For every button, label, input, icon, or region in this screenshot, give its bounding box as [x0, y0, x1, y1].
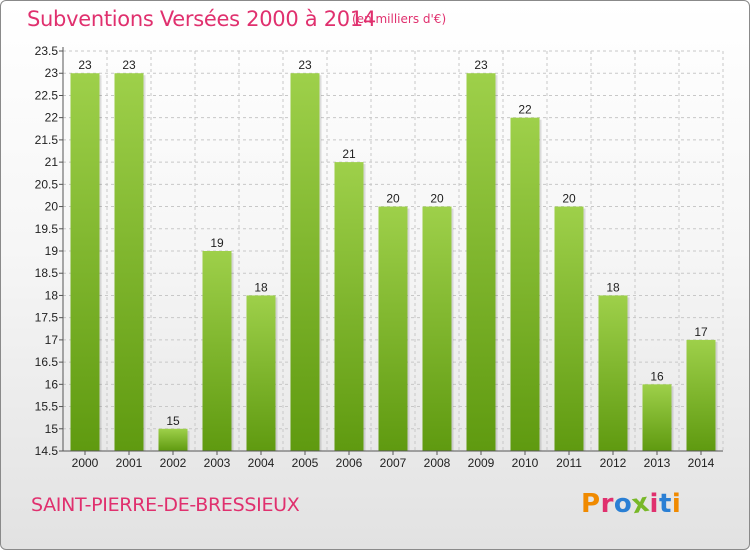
y-tick-label: 18	[45, 288, 59, 302]
y-tick-label: 16.5	[35, 355, 59, 369]
bar-value-label: 20	[562, 192, 576, 206]
logo-letter: i	[649, 489, 659, 519]
y-tick-label: 17.5	[35, 311, 59, 325]
x-tick-label: 2011	[556, 456, 582, 470]
x-tick-label: 2008	[424, 456, 451, 470]
chart-title: Subventions Versées 2000 à 2014	[27, 7, 376, 31]
bar	[422, 206, 452, 451]
bar	[334, 162, 364, 451]
bar	[466, 73, 496, 451]
y-tick-label: 14.5	[35, 444, 59, 458]
bar-value-label: 23	[78, 58, 92, 72]
bar	[158, 428, 188, 451]
bar	[378, 206, 408, 451]
y-tick-label: 23.5	[35, 44, 59, 58]
y-tick-label: 20	[45, 200, 59, 214]
proxiti-logo[interactable]: Proxiti	[581, 488, 682, 521]
y-tick-label: 20.5	[35, 177, 59, 191]
x-tick-label: 2005	[292, 456, 319, 470]
x-tick-label: 2012	[600, 456, 627, 470]
x-tick-label: 2000	[72, 456, 99, 470]
bar	[686, 339, 716, 451]
y-tick-label: 18.5	[35, 266, 59, 280]
x-tick-label: 2014	[688, 456, 715, 470]
unit-note: (en milliers d'€)	[352, 12, 447, 26]
logo-letter: i	[671, 489, 682, 519]
x-tick-label: 2003	[204, 456, 231, 470]
bar-value-label: 22	[518, 103, 532, 117]
bar-value-label: 23	[122, 58, 136, 72]
logo-letter: P	[581, 489, 601, 519]
bar-value-label: 23	[298, 58, 312, 72]
y-tick-label: 15	[45, 422, 59, 436]
x-tick-label: 2001	[116, 456, 143, 470]
y-tick-label: 15.5	[35, 400, 59, 414]
x-tick-label: 2009	[468, 456, 495, 470]
bar-value-label: 19	[210, 236, 224, 250]
x-tick-label: 2007	[380, 456, 407, 470]
bar	[114, 73, 144, 451]
y-tick-label: 23	[45, 66, 59, 80]
y-tick-label: 21.5	[35, 133, 59, 147]
x-tick-label: 2010	[512, 456, 539, 470]
bar-value-label: 16	[650, 369, 664, 383]
y-tick-label: 16	[45, 377, 59, 391]
x-tick-label: 2002	[160, 456, 187, 470]
bar	[202, 251, 232, 451]
commune-name: SAINT-PIERRE-DE-BRESSIEUX	[31, 494, 300, 516]
bar-value-label: 18	[254, 280, 268, 294]
logo-letter: r	[600, 489, 614, 519]
y-tick-label: 22.5	[35, 88, 59, 102]
bar	[510, 117, 540, 452]
bar	[598, 295, 628, 451]
bar-value-label: 21	[342, 147, 356, 161]
bar-value-label: 23	[474, 58, 488, 72]
y-tick-label: 21	[45, 155, 59, 169]
x-tick-label: 2006	[336, 456, 363, 470]
logo-letter: t	[658, 489, 672, 519]
bar	[246, 295, 276, 451]
bar	[70, 73, 100, 451]
bar-value-label: 15	[166, 414, 180, 428]
bars: 23 23 15 19 18 23 21 20 20 23 22 20 18 16 17	[70, 58, 718, 452]
x-tick-label: 2004	[248, 456, 275, 470]
bar	[642, 384, 672, 451]
x-tick-label: 2013	[644, 456, 671, 470]
y-tick-label: 17	[45, 333, 59, 347]
axes: 14.5 15 15.5 16 16.5 17 17.5 18 18.5 19 19.5 20 20.5…	[35, 44, 723, 470]
y-tick-label: 19	[45, 244, 59, 258]
bar	[554, 206, 584, 451]
bar-value-label: 20	[430, 192, 444, 206]
bar-value-label: 20	[386, 192, 400, 206]
y-tick-label: 22	[45, 111, 59, 125]
bar	[290, 73, 320, 451]
logo-letter: o	[613, 489, 633, 519]
y-tick-label: 19.5	[35, 222, 59, 236]
bar-value-label: 18	[606, 280, 620, 294]
bar-value-label: 17	[694, 325, 708, 339]
